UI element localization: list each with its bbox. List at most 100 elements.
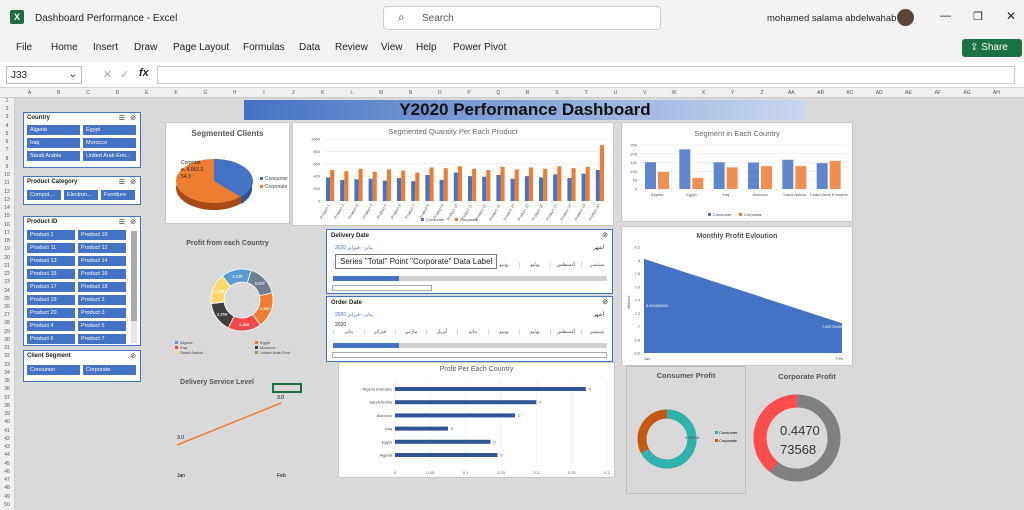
row-header[interactable]: 26 [4, 304, 10, 310]
slicer-item[interactable]: Product 10 [78, 230, 126, 240]
formula-input[interactable] [157, 66, 1015, 84]
row-header[interactable]: 39 [4, 411, 10, 418]
column-header[interactable]: R [525, 90, 530, 96]
slicer-item[interactable]: Product 11 [27, 243, 75, 253]
column-header[interactable]: E [145, 90, 149, 96]
row-header[interactable]: 44 [4, 452, 10, 459]
row-header[interactable]: 40 [4, 419, 10, 426]
row-header[interactable]: 34 [4, 369, 10, 376]
slicer-item[interactable]: Product 20 [27, 308, 75, 318]
row-header[interactable]: 50 [4, 501, 10, 508]
timeline-month[interactable]: يناير [333, 329, 364, 335]
slicer-item[interactable]: Egypt [83, 125, 136, 135]
chart-consumer-profit[interactable]: Consumer Profit 0.52916 Consumer Corpora… [626, 366, 746, 494]
menu-page-layout[interactable]: Page Layout [173, 42, 230, 53]
slicer-item[interactable]: Corporate [83, 365, 136, 375]
row-header[interactable]: 8 [5, 155, 9, 162]
timeline-month[interactable]: فبراير [364, 329, 395, 335]
timeline-month[interactable]: يوليو [519, 329, 550, 335]
avatar[interactable] [897, 9, 914, 26]
row-header[interactable]: 31 [4, 345, 10, 352]
slicer-item[interactable]: Furniture [101, 190, 135, 200]
timeline-scrollbar[interactable] [332, 352, 607, 358]
column-header[interactable]: X [701, 90, 706, 96]
menu-insert[interactable]: Insert [93, 42, 119, 53]
row-header[interactable]: 20 [4, 254, 10, 261]
slicer-item[interactable]: Product 14 [78, 256, 126, 266]
slicer-item[interactable]: Product 2 [78, 295, 126, 305]
menu-formulas[interactable]: Formulas [243, 42, 285, 53]
row-header[interactable]: 5 [5, 130, 9, 137]
slicer-item[interactable]: Product 6 [27, 334, 75, 344]
row-header[interactable]: 46 [4, 468, 10, 475]
column-header[interactable]: A [27, 90, 32, 96]
column-header[interactable]: Y [731, 90, 735, 96]
share-button[interactable]: ⇪ Share [962, 39, 1022, 57]
timeline-month[interactable]: أبريل [426, 329, 457, 335]
slicer-item[interactable]: United Arab Emi... [83, 151, 136, 161]
column-header[interactable]: T [584, 90, 588, 96]
chart-segmented-clients[interactable]: Segmented Clients Corporat e, 4,052,3 54… [165, 122, 290, 224]
slicer-item[interactable]: Electron... [64, 190, 98, 200]
chart-profit-per-product[interactable]: Profit Per Each Country 0 0.05 0.1 0.15 0.2 0… [338, 362, 615, 478]
slicer-item[interactable]: Product 19 [27, 295, 75, 305]
close-icon[interactable]: ✕ [1006, 9, 1017, 23]
row-header[interactable]: 37 [4, 394, 10, 401]
row-header[interactable]: 30 [4, 336, 10, 343]
minimize-icon[interactable]: — [940, 10, 951, 22]
row-header[interactable]: 42 [4, 435, 10, 442]
column-header[interactable]: AC [846, 90, 854, 96]
timeline-scrollbar[interactable] [332, 285, 432, 291]
enter-icon[interactable]: ✓ [120, 69, 130, 81]
column-header[interactable]: Z [760, 90, 764, 96]
column-header[interactable]: S [555, 90, 559, 96]
timeline-month[interactable]: يونيو [488, 329, 519, 335]
menu-home[interactable]: Home [51, 42, 78, 53]
row-header[interactable]: 29 [4, 328, 10, 335]
row-header[interactable]: 10 [4, 172, 10, 179]
menu-review[interactable]: Review [335, 42, 368, 53]
clear-filter-icon[interactable]: ⊘ [602, 232, 608, 239]
menu-help[interactable]: Help [416, 42, 437, 53]
clear-filter-icon[interactable]: ⊘ [130, 353, 136, 360]
slicer-item[interactable]: Morocco [83, 138, 136, 148]
search-box[interactable]: ⌕ Search [383, 6, 661, 30]
timeline-month[interactable]: سبتمبر [581, 262, 612, 268]
row-header[interactable]: 25 [4, 295, 10, 302]
column-header[interactable]: O [437, 90, 442, 96]
row-header[interactable]: 6 [5, 139, 9, 146]
chart-profit-country[interactable]: Profit from each Country 2,227 2,537 2,343… [165, 236, 290, 366]
cancel-icon[interactable]: ✕ [103, 69, 113, 81]
slicer-item[interactable]: Product 5 [78, 321, 126, 331]
row-header[interactable]: 3 [5, 114, 9, 121]
slicer-item[interactable]: Product 7 [78, 334, 126, 344]
slicer-item[interactable]: Product 16 [78, 269, 126, 279]
slicer-item[interactable]: Product 17 [27, 282, 75, 292]
row-header[interactable]: 22 [4, 271, 10, 278]
column-header[interactable]: J [291, 90, 295, 96]
timeline-selected-bar[interactable] [333, 276, 399, 281]
row-header[interactable]: 45 [4, 460, 10, 467]
row-header[interactable]: 24 [4, 287, 10, 294]
row-header[interactable]: 18 [4, 238, 10, 245]
column-header[interactable]: V [643, 90, 647, 96]
column-header[interactable]: AB [817, 90, 824, 96]
menu-view[interactable]: View [381, 42, 403, 53]
menu-data[interactable]: Data [299, 42, 321, 53]
clear-filter-icon[interactable]: ⊘ [130, 219, 136, 226]
multi-select-icon[interactable]: ☰ [118, 219, 125, 226]
chart-segment-per-country[interactable]: Segment in Each Country 250 200 150 100 50 0 A… [621, 122, 853, 222]
row-header[interactable]: 41 [4, 427, 10, 434]
row-header[interactable]: 43 [4, 444, 10, 451]
row-header[interactable]: 13 [4, 196, 10, 203]
row-header[interactable]: 35 [4, 378, 10, 385]
chart-corporate-profit[interactable]: Corporate Profit 0.4470 73568 [752, 368, 862, 496]
column-header[interactable]: AH [992, 90, 1000, 96]
row-header[interactable]: 4 [5, 122, 9, 129]
timeline-order-date[interactable]: Order Date ⊘ يناير - فبراير 2020 أشهر 20… [326, 296, 613, 362]
column-header[interactable]: L [350, 90, 354, 96]
slicer-item[interactable]: Consumer [27, 365, 80, 375]
column-header[interactable]: AG [963, 90, 971, 96]
row-header[interactable]: 36 [4, 386, 10, 393]
restore-icon[interactable]: ❐ [973, 11, 983, 23]
